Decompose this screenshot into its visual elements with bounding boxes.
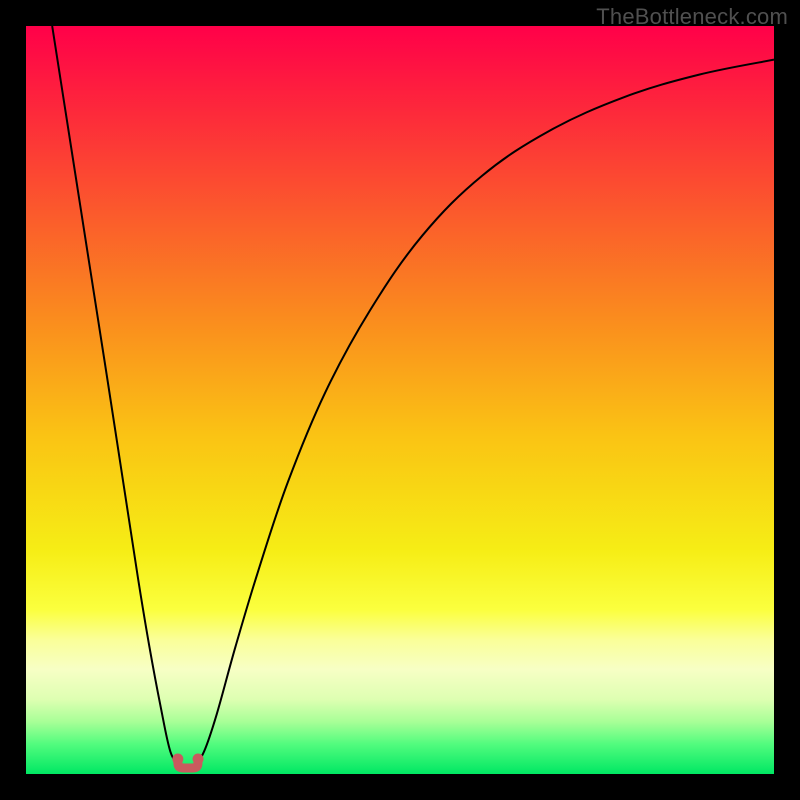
minimum-markers (26, 26, 774, 774)
marker-dot (172, 754, 183, 765)
plot-area (26, 26, 774, 774)
chart-frame: TheBottleneck.com (0, 0, 800, 800)
marker-dot (193, 754, 204, 765)
